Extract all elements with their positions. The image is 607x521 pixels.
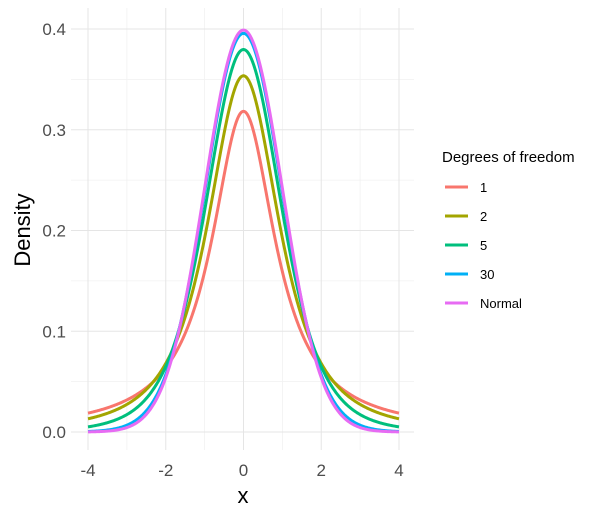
series-line-2: [87, 74, 400, 421]
legend-label: Normal: [480, 296, 522, 311]
y-tick-label: 0.0: [42, 423, 66, 442]
legend-item: 1: [445, 180, 487, 195]
y-tick-label: 0.2: [42, 222, 66, 241]
legend-item: 2: [445, 209, 487, 224]
x-tick-label: -2: [158, 461, 173, 480]
legend-label: 30: [480, 267, 494, 282]
legend-label: 2: [480, 209, 487, 224]
series-lines: [87, 28, 400, 434]
y-axis-tick-labels: 0.0 0.1 0.2 0.3 0.4: [42, 20, 66, 442]
series-line-normal: [87, 28, 400, 434]
legend-item: Normal: [445, 296, 522, 311]
legend-label: 5: [480, 238, 487, 253]
x-tick-label: -4: [80, 461, 95, 480]
major-gridlines: [71, 8, 414, 450]
y-tick-label: 0.3: [42, 121, 66, 140]
y-axis-label: Density: [10, 193, 35, 266]
legend-title: Degrees of freedom: [442, 149, 575, 166]
series-line-1: [87, 109, 400, 415]
x-tick-label: 4: [394, 461, 403, 480]
legend-items: 1 2 5 30 Normal: [445, 180, 522, 311]
x-tick-label: 0: [239, 461, 248, 480]
x-axis-tick-labels: -4 -2 0 2 4: [80, 461, 403, 480]
minor-gridlines: [71, 8, 414, 450]
legend: Degrees of freedom 1 2 5 30 Normal: [442, 149, 575, 311]
legend-item: 30: [445, 267, 494, 282]
series-line-30: [87, 31, 400, 433]
y-tick-label: 0.4: [42, 20, 66, 39]
x-tick-label: 2: [317, 461, 326, 480]
y-tick-label: 0.1: [42, 322, 66, 341]
legend-label: 1: [480, 180, 487, 195]
legend-item: 5: [445, 238, 487, 253]
x-axis-label: x: [238, 483, 249, 508]
series-line-5: [87, 48, 400, 429]
